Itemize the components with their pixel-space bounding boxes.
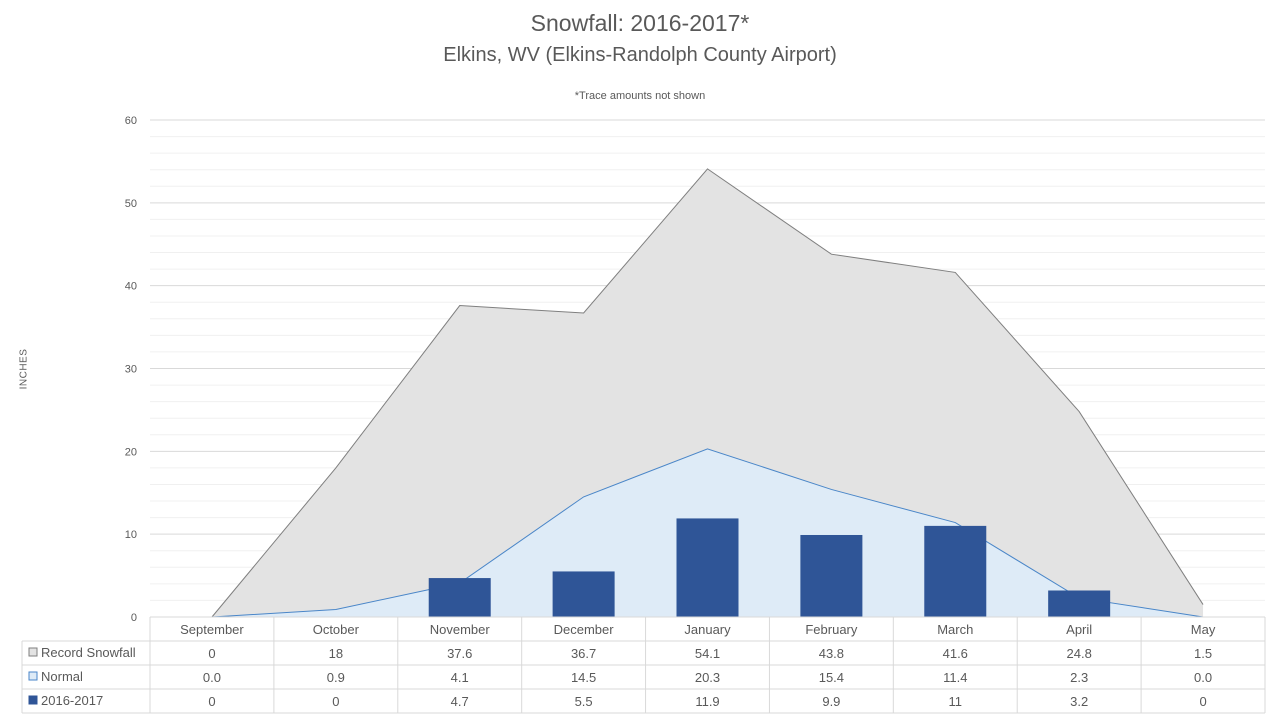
x-tick-label: September bbox=[180, 622, 244, 637]
legend-key-2016-2017 bbox=[28, 695, 38, 705]
y-tick-label: 10 bbox=[125, 529, 137, 541]
data-label: 41.6 bbox=[943, 646, 968, 661]
line-normal bbox=[211, 448, 1204, 618]
chart-title: Snowfall: 2016-2017* bbox=[530, 10, 750, 36]
data-label: 37.6 bbox=[447, 646, 472, 661]
bar-january bbox=[676, 518, 739, 617]
data-label: 5.5 bbox=[575, 694, 593, 709]
data-label: 3.2 bbox=[1070, 694, 1088, 709]
x-tick-label: March bbox=[937, 622, 973, 637]
data-label: 0 bbox=[208, 694, 215, 709]
data-label: 14.5 bbox=[571, 670, 596, 685]
data-label: 0.9 bbox=[327, 670, 345, 685]
data-label: 2.3 bbox=[1070, 670, 1088, 685]
data-label: 15.4 bbox=[819, 670, 844, 685]
data-label: 1.5 bbox=[1194, 646, 1212, 661]
y-tick-label: 20 bbox=[125, 446, 137, 458]
x-tick-label: October bbox=[313, 622, 360, 637]
bar-november bbox=[428, 578, 491, 617]
data-label: 43.8 bbox=[819, 646, 844, 661]
y-tick-label: 60 bbox=[125, 115, 137, 127]
area-record-snowfall bbox=[211, 168, 1204, 617]
data-label: 20.3 bbox=[695, 670, 720, 685]
legend-key-normal bbox=[28, 671, 38, 681]
data-label: 4.1 bbox=[451, 670, 469, 685]
legend-label: 2016-2017 bbox=[41, 693, 103, 708]
chart-note: *Trace amounts not shown bbox=[574, 90, 706, 102]
x-tick-label: February bbox=[805, 622, 858, 637]
bar-march bbox=[924, 525, 987, 617]
data-label: 54.1 bbox=[695, 646, 720, 661]
data-label: 0.0 bbox=[203, 670, 221, 685]
data-label: 36.7 bbox=[571, 646, 596, 661]
data-label: 0 bbox=[208, 646, 215, 661]
data-label: 0 bbox=[1199, 694, 1206, 709]
data-label: 24.8 bbox=[1067, 646, 1092, 661]
y-tick-label: 30 bbox=[125, 364, 137, 376]
x-tick-label: May bbox=[1191, 622, 1216, 637]
x-tick-label: April bbox=[1066, 622, 1092, 637]
data-label: 11.9 bbox=[695, 694, 719, 709]
legend-label: Normal bbox=[41, 669, 83, 684]
data-label: 0 bbox=[332, 694, 339, 709]
y-tick-label: 0 bbox=[131, 612, 137, 624]
bar-december bbox=[552, 571, 615, 617]
bar-april bbox=[1048, 590, 1111, 617]
data-label: 18 bbox=[329, 646, 343, 661]
x-tick-label: January bbox=[684, 622, 731, 637]
x-tick-label: November bbox=[430, 622, 491, 637]
x-tick-label: December bbox=[554, 622, 615, 637]
data-label: 11.4 bbox=[943, 670, 967, 685]
y-tick-label: 40 bbox=[125, 281, 137, 293]
y-tick-label: 50 bbox=[125, 198, 137, 210]
data-label: 4.7 bbox=[451, 694, 469, 709]
data-label: 0.0 bbox=[1194, 670, 1212, 685]
legend-label: Record Snowfall bbox=[41, 645, 136, 660]
bar-february bbox=[800, 534, 863, 617]
data-label: 9.9 bbox=[822, 694, 840, 709]
chart-subtitle: Elkins, WV (Elkins-Randolph County Airpo… bbox=[443, 44, 837, 66]
data-label: 11 bbox=[949, 694, 963, 709]
line-record-snowfall bbox=[211, 168, 1204, 618]
legend-key-record-snowfall bbox=[28, 647, 38, 657]
